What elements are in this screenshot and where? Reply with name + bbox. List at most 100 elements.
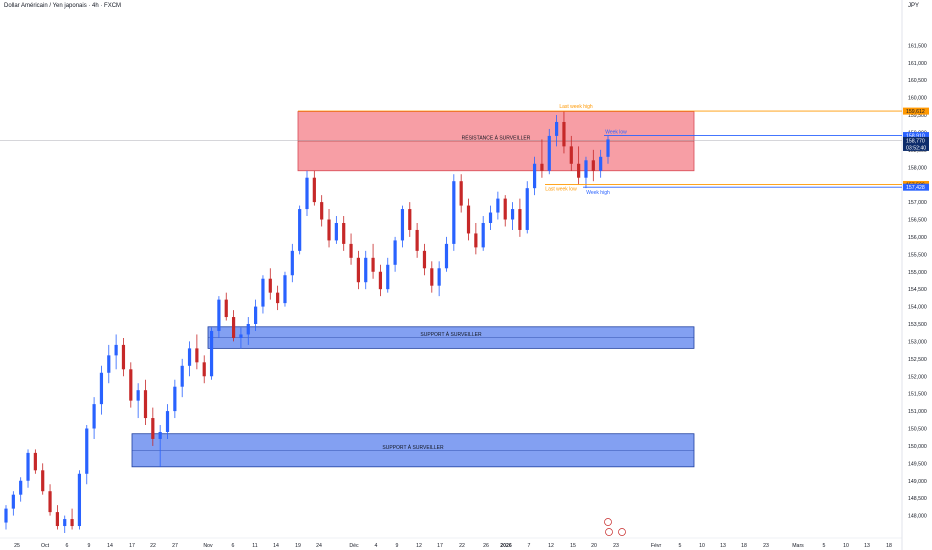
candle [276, 285, 280, 311]
candle [437, 261, 441, 297]
x-tick-label: 23 [763, 543, 769, 549]
x-tick-label: 13 [720, 543, 726, 549]
candle [422, 243, 427, 276]
x-tick-label: 12 [416, 543, 422, 549]
candle [290, 243, 294, 283]
candle [63, 515, 67, 533]
candle [41, 463, 45, 495]
support-zone-lower-label: SUPPORT À SURVEILLER [382, 444, 444, 451]
badge-week-low [903, 132, 929, 140]
candle [312, 170, 316, 206]
badge-current-price [903, 136, 929, 151]
x-tick-label: 26 [483, 543, 489, 549]
candle [459, 174, 463, 213]
x-tick-label: 14 [273, 543, 279, 549]
x-tick-label: 18 [886, 543, 892, 549]
candle [107, 344, 111, 384]
y-tick-label: 151,500 [908, 392, 927, 398]
candle [55, 505, 59, 530]
candle [151, 407, 155, 446]
badge-week-high [903, 183, 929, 191]
candle [349, 233, 353, 265]
x-tick-label: 11 [252, 543, 257, 549]
last-week-high-line-label: Last week high [559, 104, 593, 110]
candle [540, 139, 544, 178]
x-tick-label: Oct [41, 543, 50, 549]
support-zone-upper-label: SUPPORT À SURVEILLER [420, 331, 482, 338]
candle [386, 257, 390, 293]
candle [525, 181, 529, 234]
y-tick-label: 152,500 [908, 357, 927, 363]
y-tick-label: 150,000 [908, 444, 927, 450]
y-tick-label: 151,000 [908, 409, 927, 415]
x-tick-label: 5 [679, 543, 682, 549]
candle [342, 216, 346, 251]
x-tick-label: 23 [613, 543, 619, 549]
y-tick-label: 153,000 [908, 339, 927, 345]
y-tick-label: 149,000 [908, 479, 927, 485]
y-tick-label: 160,500 [908, 78, 927, 84]
resistance-zone-label: RÉSISTANCE À SURVEILLER [462, 135, 531, 142]
badge-current-price-countdown: 03:52:40 [906, 145, 926, 151]
y-tick-label: 149,500 [908, 461, 927, 467]
candle [121, 337, 126, 377]
candle [33, 449, 37, 474]
candle [19, 477, 23, 502]
candle [70, 508, 74, 530]
candle [158, 425, 162, 467]
candle [466, 198, 471, 241]
x-tick-label: 20 [591, 543, 597, 549]
candle [547, 128, 551, 175]
candle [555, 115, 559, 147]
y-tick-label: 156,500 [908, 218, 927, 224]
candle [114, 334, 118, 370]
candle [143, 379, 148, 426]
last-week-low-line-label: Last week low [545, 186, 577, 192]
event-markers[interactable] [604, 518, 626, 536]
x-tick-label: 15 [570, 543, 576, 549]
x-tick-label: 6 [66, 543, 69, 549]
candle [481, 216, 485, 251]
candle [136, 383, 140, 419]
badge-last-week-high [903, 107, 929, 115]
y-tick-label: 148,000 [908, 514, 927, 520]
candle [503, 195, 507, 227]
candle [430, 261, 434, 293]
candle [356, 250, 360, 290]
x-tick-label: 2026 [500, 543, 512, 549]
candle [305, 170, 309, 217]
candle [378, 264, 383, 297]
candle [562, 111, 566, 154]
y-tick-label: 152,000 [908, 374, 927, 380]
x-tick-label: 22 [150, 543, 156, 549]
y-tick-label: 154,000 [908, 305, 927, 311]
x-tick-label: 24 [316, 543, 322, 549]
candle [584, 156, 588, 189]
y-tick-label: 156,000 [908, 235, 927, 241]
x-tick-label: 5 [823, 543, 826, 549]
candle [180, 358, 184, 398]
x-tick-label: 12 [548, 543, 554, 549]
candle [217, 296, 221, 338]
candle [173, 379, 177, 419]
y-tick-label: 158,000 [908, 165, 927, 171]
chart-title: Dollar Américain / Yen japonais · 4h · F… [4, 3, 122, 9]
candle [371, 243, 375, 279]
candle [327, 209, 331, 248]
x-tick-label: Déc [349, 543, 359, 549]
candle [298, 205, 302, 255]
y-tick-label: 157,000 [908, 200, 927, 206]
x-tick-label: 19 [295, 543, 301, 549]
week-high-line-label: Week high [586, 190, 610, 196]
candle [4, 505, 8, 530]
x-tick-label: 7 [528, 543, 531, 549]
x-tick-label: 4 [375, 543, 378, 549]
candle [231, 310, 236, 342]
x-tick-label: 14 [107, 543, 113, 549]
candle [415, 222, 419, 258]
x-tick-label: 9 [88, 543, 91, 549]
candle [239, 327, 243, 349]
candle [254, 299, 258, 331]
candle [474, 222, 478, 255]
